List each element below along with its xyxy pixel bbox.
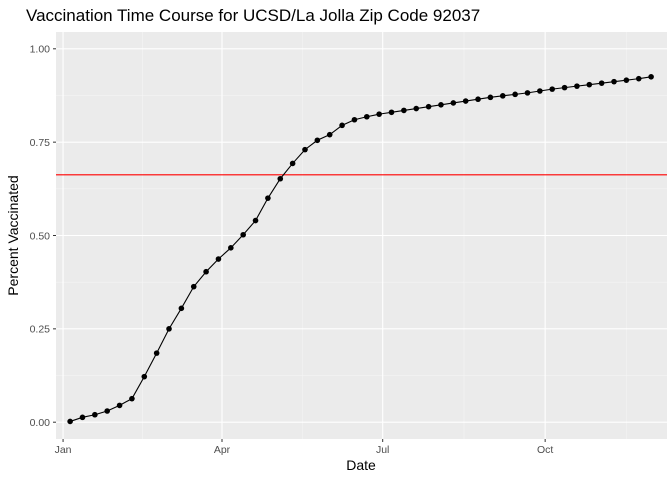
data-point xyxy=(549,86,556,92)
data-point xyxy=(228,245,234,251)
x-axis-title: Date xyxy=(346,457,376,473)
data-point xyxy=(141,373,148,380)
data-point xyxy=(252,217,259,224)
data-point xyxy=(574,83,580,89)
data-point xyxy=(376,111,382,117)
major-gridlines xyxy=(56,32,667,439)
data-point xyxy=(425,103,432,110)
data-point xyxy=(190,283,197,290)
data-point xyxy=(104,408,111,414)
y-axis: 0.00 0.25 0.50 0.75 1.00 xyxy=(30,44,56,429)
data-point xyxy=(401,107,407,114)
data-point xyxy=(586,81,593,88)
data-point xyxy=(203,268,209,275)
x-axis: Jan Apr Jul Oct xyxy=(55,439,553,456)
data-point xyxy=(240,231,246,238)
y-axis-title: Percent Vaccinated xyxy=(5,175,21,295)
data-point xyxy=(635,75,642,82)
x-tick-label: Jul xyxy=(376,444,389,456)
data-point xyxy=(450,100,457,106)
data-point xyxy=(524,90,531,96)
data-point xyxy=(289,160,296,167)
data-point xyxy=(388,109,395,116)
data-point xyxy=(512,91,518,98)
data-point xyxy=(339,122,345,129)
data-series xyxy=(67,74,654,425)
data-point xyxy=(178,305,185,312)
data-point xyxy=(116,402,123,409)
data-point xyxy=(79,414,86,421)
data-point xyxy=(302,146,308,153)
y-tick-label: 0.25 xyxy=(30,324,51,336)
data-point xyxy=(598,80,605,86)
data-point xyxy=(499,93,506,99)
data-point xyxy=(129,395,135,402)
x-tick-label: Jan xyxy=(55,444,72,456)
data-point xyxy=(351,116,358,123)
data-point xyxy=(487,94,494,101)
data-point xyxy=(277,175,284,182)
data-point xyxy=(153,350,160,356)
data-point xyxy=(611,78,617,85)
y-tick-label: 0.75 xyxy=(30,137,51,149)
data-point xyxy=(438,102,444,108)
data-point xyxy=(166,326,172,332)
data-point xyxy=(67,418,73,425)
data-point xyxy=(314,137,321,144)
data-point xyxy=(648,74,654,80)
y-tick-label: 1.00 xyxy=(30,44,51,56)
y-tick-label: 0.50 xyxy=(30,230,51,242)
x-tick-label: Oct xyxy=(537,444,553,456)
data-point xyxy=(265,195,271,201)
data-point xyxy=(623,77,630,83)
data-point xyxy=(462,98,469,104)
data-point xyxy=(363,113,370,120)
data-point xyxy=(215,256,222,262)
chart-title: Vaccination Time Course for UCSD/La Joll… xyxy=(26,6,480,25)
data-point xyxy=(475,96,481,103)
data-point xyxy=(561,84,568,91)
y-tick-label: 0.00 xyxy=(30,417,51,429)
data-point xyxy=(92,411,98,418)
data-point xyxy=(537,88,543,94)
x-tick-label: Apr xyxy=(214,444,231,456)
data-point xyxy=(413,105,420,112)
data-point xyxy=(326,131,333,138)
